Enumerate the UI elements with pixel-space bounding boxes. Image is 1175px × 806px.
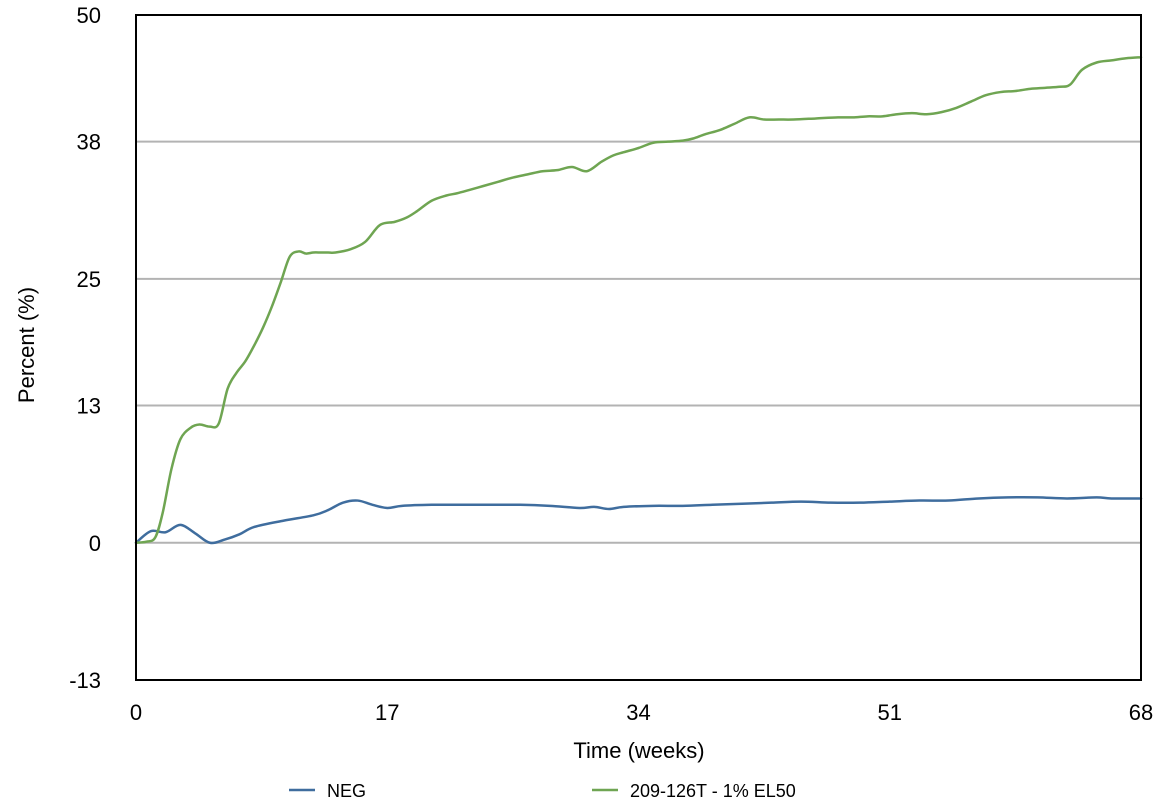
y-tick-label: 13 (77, 394, 101, 419)
y-axis-title: Percent (%) (14, 287, 39, 403)
horizontal-gridlines (136, 140, 1141, 544)
legend: NEG 209-126T - 1% EL50 (289, 781, 796, 801)
series-lines (134, 55, 1143, 545)
plot-area-frame (135, 14, 1142, 681)
y-axis-tick-labels: 50 38 25 13 0 -13 (69, 3, 101, 693)
x-tick-label: 68 (1129, 700, 1153, 725)
y-tick-label: 38 (77, 130, 101, 155)
series-line-neg (134, 496, 1143, 545)
x-tick-label: 17 (375, 700, 399, 725)
series-line-209-126t (134, 55, 1143, 545)
x-axis-tick-labels: 0 17 34 51 68 (130, 700, 1153, 725)
y-tick-label: -13 (69, 668, 101, 693)
legend-label-209-126t: 209-126T - 1% EL50 (630, 781, 796, 801)
y-tick-label: 0 (89, 531, 101, 556)
x-tick-label: 51 (878, 700, 902, 725)
x-tick-label: 34 (626, 700, 650, 725)
legend-label-neg: NEG (327, 781, 366, 801)
x-tick-label: 0 (130, 700, 142, 725)
y-tick-label: 50 (77, 3, 101, 28)
x-axis-title: Time (weeks) (573, 738, 704, 763)
y-tick-label: 25 (77, 267, 101, 292)
